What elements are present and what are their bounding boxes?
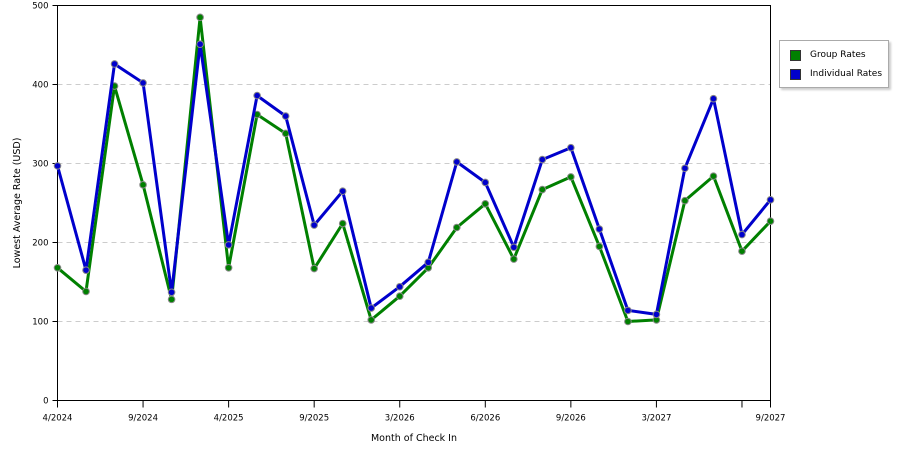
data-point-group-rates [595, 242, 604, 251]
data-point-individual-rates [167, 288, 176, 297]
series-layer [53, 13, 775, 326]
axes: 0 100 200 300 400 500 4/2024 9/2024 4/2025 9/2025… [32, 2, 785, 424]
data-point-individual-rates [624, 306, 632, 315]
data-point-group-rates [738, 247, 746, 255]
legend-item-individual-rates: Individual Rates [790, 67, 882, 81]
data-point-group-rates [139, 181, 147, 189]
data-point-individual-rates [281, 112, 290, 120]
data-point-individual-rates [681, 164, 689, 173]
data-point-group-rates [367, 316, 376, 324]
data-point-individual-rates [452, 158, 461, 166]
data-point-individual-rates [709, 94, 718, 103]
data-point-group-rates [338, 219, 347, 228]
y-tick-label: 0 [43, 397, 48, 407]
data-point-individual-rates [567, 143, 575, 152]
plot-area [57, 5, 771, 401]
data-point-individual-rates [424, 258, 433, 267]
data-point-individual-rates [110, 60, 119, 68]
x-tick-label: 9/2027 [756, 414, 786, 424]
y-tick-label: 100 [32, 318, 48, 328]
data-point-group-rates [538, 185, 547, 194]
data-point-individual-rates [367, 304, 376, 312]
data-point-individual-rates [766, 196, 775, 204]
series-individual-rates [53, 40, 775, 319]
x-axis-title: Month of Check In [371, 433, 457, 444]
data-point-group-rates [395, 292, 404, 301]
series-group-rates [53, 13, 775, 326]
data-point-individual-rates [595, 225, 604, 233]
data-point-group-rates [310, 264, 318, 273]
data-point-individual-rates [53, 162, 62, 170]
series-line-individual-rates [56, 42, 772, 316]
legend-label: Group Rates [810, 50, 866, 60]
data-point-individual-rates [310, 221, 318, 229]
x-tick-label: 3/2026 [385, 414, 415, 424]
data-point-individual-rates [538, 155, 547, 164]
data-point-individual-rates [82, 266, 90, 274]
y-tick-label: 200 [32, 239, 48, 249]
legend-item-group-rates: Group Rates [790, 48, 866, 62]
y-tick-label: 500 [32, 2, 48, 12]
data-point-individual-rates [139, 79, 147, 87]
y-axis-title: Lowest Average Rate (USD) [12, 138, 23, 269]
data-point-group-rates [624, 317, 632, 326]
data-point-individual-rates [395, 282, 404, 291]
data-point-group-rates [510, 255, 518, 263]
x-tick-label: 9/2024 [128, 414, 158, 424]
x-tick-label: 4/2025 [214, 414, 244, 424]
data-point-individual-rates [253, 91, 261, 100]
legend-swatch-green [790, 49, 801, 61]
data-point-group-rates [766, 217, 775, 225]
data-point-group-rates [196, 13, 204, 22]
data-point-individual-rates [738, 230, 746, 239]
data-point-individual-rates [224, 241, 233, 249]
data-point-individual-rates [510, 243, 518, 252]
data-point-group-rates [224, 263, 233, 272]
y-tick-label: 400 [32, 81, 48, 91]
data-point-individual-rates [338, 187, 347, 195]
x-tick-label: 4/2024 [43, 414, 73, 424]
legend-label: Individual Rates [810, 69, 883, 79]
data-point-group-rates [82, 287, 90, 296]
x-tick-label: 9/2025 [299, 414, 329, 424]
legend-swatch-blue [790, 68, 801, 80]
legend: Group Rates Individual Rates [779, 40, 889, 88]
x-tick-label: 6/2026 [470, 414, 500, 424]
x-tick-label: 9/2026 [556, 414, 586, 424]
data-point-individual-rates [652, 310, 661, 319]
x-tick-label: 3/2027 [641, 414, 671, 424]
data-point-group-rates [567, 173, 575, 181]
data-point-individual-rates [196, 40, 204, 49]
data-point-group-rates [681, 196, 689, 205]
data-point-group-rates [53, 263, 62, 272]
data-point-group-rates [452, 223, 461, 232]
y-tick-label: 300 [32, 160, 48, 170]
data-point-individual-rates [481, 178, 490, 187]
data-point-group-rates [167, 295, 176, 304]
data-point-group-rates [709, 172, 718, 180]
data-point-group-rates [481, 199, 490, 208]
data-point-group-rates [281, 129, 290, 138]
